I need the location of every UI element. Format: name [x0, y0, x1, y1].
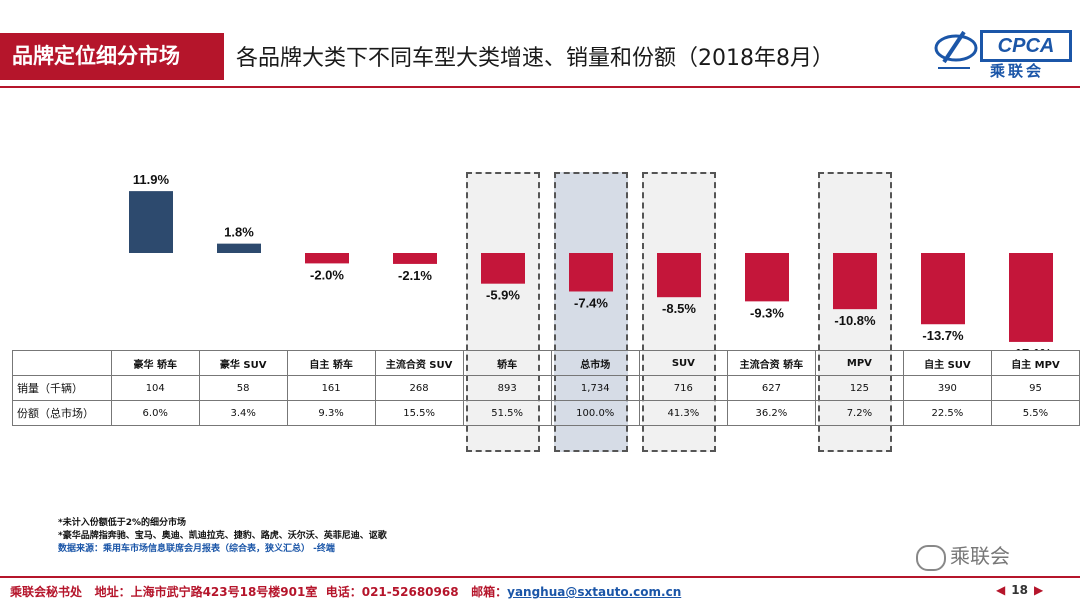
bar [305, 253, 349, 264]
table-cell: 36.2% [726, 400, 816, 426]
footer-email-link[interactable]: yanghua@sxtauto.com.cn [507, 585, 682, 599]
bar-value-label: -2.1% [398, 268, 432, 283]
table-cell: 161 [286, 375, 376, 401]
bar-value-label: -13.7% [922, 328, 964, 343]
table-header-row: 豪华 轿车 豪华 SUV 自主 轿车 主流合资 SUV 轿车 总市场 SUV 主流合资 轿车 M… [12, 350, 1080, 376]
table-cell: 627 [726, 375, 816, 401]
pager: ◀ 18 ▶ [996, 583, 1043, 597]
table-cell: 125 [814, 375, 904, 401]
data-source-note: 数据来源：乘用车市场信息联席会月报表（综合表，狭义汇总） -终端 [58, 544, 335, 554]
bar [129, 191, 173, 253]
footer-address: 地址：上海市武宁路423号18号楼901室 [94, 585, 318, 599]
table-column-header: 豪华 SUV [198, 350, 288, 376]
bar [217, 243, 261, 253]
table-column-header: 自主 轿车 [286, 350, 376, 376]
table-cell: 6.0% [110, 400, 200, 426]
table-cell: 5.5% [990, 400, 1080, 426]
table-column-header: 主流合资 SUV [374, 350, 464, 376]
header: 品牌定位细分市场 各品牌大类下不同车型大类增速、销量和份额（2018年8月） C… [0, 0, 1080, 92]
page-number: 18 [1011, 583, 1028, 597]
footnote-1: *未计入份额低于2%的细分市场 [58, 518, 186, 528]
table-cell: 7.2% [814, 400, 904, 426]
table-row-label: 销量（千辆） [12, 375, 112, 401]
bar-value-label: -8.5% [662, 301, 696, 316]
bar-value-label: -5.9% [486, 288, 520, 303]
bar-value-label: -7.4% [574, 295, 608, 310]
table-cell: 9.3% [286, 400, 376, 426]
next-page-icon[interactable]: ▶ [1033, 583, 1044, 597]
table-column-header: 豪华 轿车 [110, 350, 200, 376]
footer-email-label: 邮箱： [471, 585, 508, 599]
table-column-header: 自主 MPV [990, 350, 1080, 376]
wechat-icon [916, 544, 946, 571]
table-column-header: 轿车 [462, 350, 552, 376]
bar-value-label: -17.1% [1010, 346, 1052, 350]
table-cell: 1,734 [550, 375, 640, 401]
bar [921, 253, 965, 325]
table-row-share: 份额（总市场） 6.0% 3.4% 9.3% 15.5% 51.5% 100.0% 41.3… [12, 400, 1080, 426]
wechat-watermark: 乘联会 [916, 540, 1010, 571]
footer-rule [0, 576, 1080, 578]
table-cell: 58 [198, 375, 288, 401]
bar-value-label: -10.8% [834, 313, 876, 328]
bar [1009, 253, 1053, 342]
bar [745, 253, 789, 302]
sales-share-table: 豪华 轿车 豪华 SUV 自主 轿车 主流合资 SUV 轿车 总市场 SUV 主流合资 轿车 M… [12, 350, 1080, 426]
bar [481, 253, 525, 284]
prev-page-icon[interactable]: ◀ [996, 583, 1006, 597]
footnote-2: *豪华品牌指奔驰、宝马、奥迪、凯迪拉克、捷豹、路虎、沃尔沃、英菲尼迪、讴歌 [58, 531, 387, 541]
table-cell: 51.5% [462, 400, 552, 426]
footer-org: 乘联会秘书处 [10, 585, 83, 599]
bar-value-label: 11.9% [133, 172, 170, 187]
table-row-sales: 销量（千辆） 104 58 161 268 893 1,734 716 627 125 390 95 [12, 375, 1080, 401]
table-column-header: 总市场 [550, 350, 640, 376]
table-cell: 100.0% [550, 400, 640, 426]
table-column-header: MPV [814, 350, 904, 376]
footer: 乘联会秘书处 地址：上海市武宁路423号18号楼901室 电话：021-5268… [10, 583, 681, 600]
bar-value-label: -9.3% [750, 305, 784, 320]
bar [833, 253, 877, 310]
bar-value-label: -2.0% [310, 267, 344, 282]
table-cell: 104 [110, 375, 200, 401]
bar-value-label: 1.8% [224, 225, 254, 240]
growth-bar-chart: 11.9% 1.8% -2.0% -2.1% -5.9% -7.4% -8.5% -9.3% -… [129, 172, 1053, 350]
table-cell: 893 [462, 375, 552, 401]
logo-wordmark: CPCA [980, 30, 1072, 62]
cpca-emblem-icon [934, 30, 978, 69]
header-rule [0, 86, 1080, 88]
bar [657, 253, 701, 298]
table-column-header: 主流合资 轿车 [726, 350, 816, 376]
table-cell: 15.5% [374, 400, 464, 426]
cpca-logo: CPCA 乘联会 [930, 24, 1072, 82]
bar [393, 253, 437, 264]
table-cell: 3.4% [198, 400, 288, 426]
table-cell: 95 [990, 375, 1080, 401]
table-cell: 268 [374, 375, 464, 401]
watermark-text: 乘联会 [950, 544, 1010, 568]
table-row-label: 份额（总市场） [12, 400, 112, 426]
footer-phone: 电话：021-52680968 [325, 585, 459, 599]
table-cell: 716 [638, 375, 728, 401]
table-column-header: SUV [638, 350, 728, 376]
bar [569, 253, 613, 292]
table-cell: 390 [902, 375, 992, 401]
section-badge: 品牌定位细分市场 [0, 33, 224, 80]
table-corner-cell [12, 350, 112, 376]
logo-subtitle: 乘联会 [990, 62, 1045, 80]
table-cell: 41.3% [638, 400, 728, 426]
table-cell: 22.5% [902, 400, 992, 426]
page-title: 各品牌大类下不同车型大类增速、销量和份额（2018年8月） [236, 46, 834, 71]
table-column-header: 自主 SUV [902, 350, 992, 376]
footnotes: *未计入份额低于2%的细分市场 *豪华品牌指奔驰、宝马、奥迪、凯迪拉克、捷豹、路… [58, 517, 387, 556]
